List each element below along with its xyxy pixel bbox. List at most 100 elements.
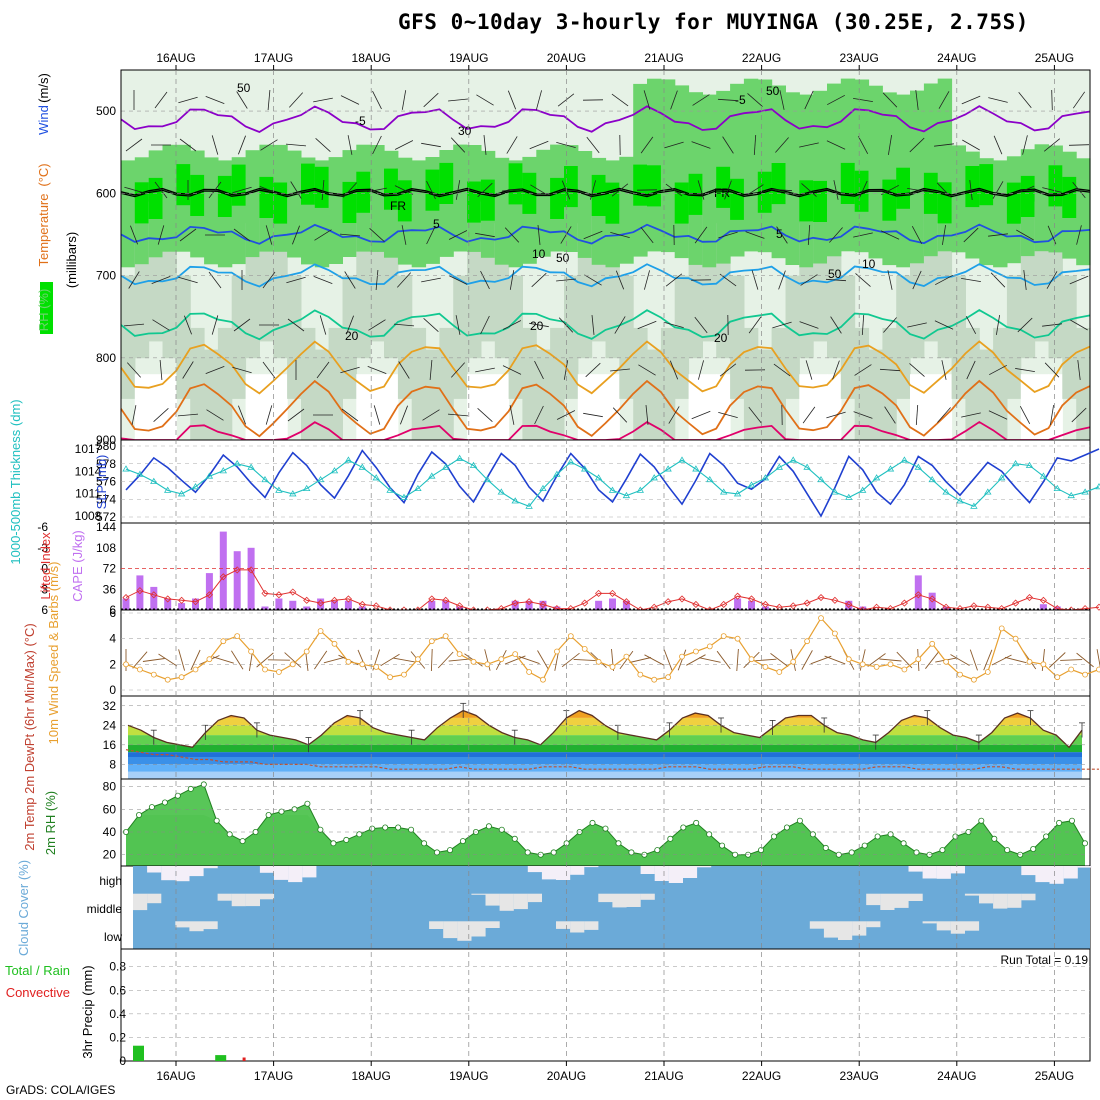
wind-barb <box>826 411 846 419</box>
top-date-label: 20AUG <box>547 51 586 65</box>
rh-marker <box>524 849 531 856</box>
wind-barb <box>719 363 737 377</box>
rh-band-moist <box>121 160 136 268</box>
cloud-gap <box>1035 866 1050 883</box>
wind-barb <box>833 180 839 200</box>
wind-barb <box>426 225 436 245</box>
upper-air-axis-label: (°C) <box>36 163 51 186</box>
rh-dry-cell <box>162 374 177 440</box>
wind-speed-marker <box>776 669 783 675</box>
cloud-gap <box>598 893 613 903</box>
rh-band-mid <box>301 327 316 440</box>
lifted-index-marker <box>1025 593 1034 602</box>
wind-speed-marker <box>887 661 894 668</box>
pressure-tick-label: 700 <box>96 269 116 283</box>
rh-marker <box>991 835 998 842</box>
cape-bar <box>622 600 630 610</box>
thickness-marker <box>678 456 686 463</box>
lifted-index-marker <box>191 598 200 606</box>
lifted-index-marker <box>692 600 700 609</box>
wind-barb <box>238 135 246 155</box>
wind-barb <box>804 90 814 110</box>
wind-barb <box>1019 406 1031 424</box>
rh-band-mid <box>951 275 966 399</box>
rh-band-moist <box>743 78 759 252</box>
surface-wind-barb <box>629 657 652 663</box>
rh-marker <box>978 817 985 824</box>
surface-wind-barb <box>991 654 1012 666</box>
wind-barb <box>423 318 439 332</box>
rh-marker <box>732 851 739 858</box>
wind-barb <box>205 366 225 374</box>
rh-dry-cell <box>480 374 496 440</box>
rh-dry-cell <box>605 374 620 440</box>
wind-barb <box>287 318 305 332</box>
thickness-marker <box>414 484 422 492</box>
cape-tick-label: 72 <box>103 562 117 576</box>
wind-speed-marker <box>581 646 588 652</box>
surface-wind-barb <box>178 649 186 671</box>
top-date-label: 16AUG <box>156 51 195 65</box>
temp-color-band <box>128 735 1082 745</box>
wind-barb <box>1015 368 1035 372</box>
lifted-index-marker <box>1095 603 1100 611</box>
thickness-marker <box>580 465 589 472</box>
rh-marker <box>161 799 168 806</box>
pressure-tick-label: 800 <box>96 351 116 365</box>
surface-wind-barb <box>1060 659 1083 661</box>
temp-tick-label: 24 <box>103 718 117 732</box>
wind-barb <box>341 408 359 422</box>
thickness-marker <box>525 502 533 509</box>
rh-band-saturated <box>508 163 523 205</box>
lifted-index-marker <box>219 573 227 581</box>
wind-barb <box>665 183 683 197</box>
wind-barb <box>421 277 441 283</box>
cloud-row-label: low <box>104 930 122 944</box>
wind-speed-marker <box>984 669 991 675</box>
wind-speed-marker <box>484 661 491 668</box>
cape-bar <box>539 600 547 610</box>
bottom-date-label: 22AUG <box>742 1069 781 1083</box>
cape-bar <box>303 606 311 610</box>
rh-marker <box>459 838 466 845</box>
wind-barb <box>805 360 813 380</box>
rh-marker <box>1030 846 1037 853</box>
wind-tick-label: 0 <box>109 683 116 697</box>
top-date-label: 24AUG <box>937 51 976 65</box>
thickness-marker <box>567 458 575 465</box>
thickness-marker <box>692 465 700 472</box>
wind-barb <box>563 360 569 380</box>
wind-barb <box>509 270 515 290</box>
wind-speed-marker <box>442 633 449 639</box>
temp-color-band <box>128 757 1082 765</box>
wind-barb <box>480 315 490 335</box>
wind-barb <box>394 140 414 150</box>
cloud-gap <box>697 866 712 868</box>
rh-band-saturated <box>480 179 496 221</box>
thickness-marker <box>775 463 784 470</box>
wind-barb <box>857 136 869 154</box>
wind-barb <box>801 183 817 197</box>
thickness-line <box>125 457 1100 507</box>
cloud-gap <box>259 866 275 873</box>
thickness-marker <box>803 463 811 470</box>
cloud-gap <box>908 893 923 901</box>
wind-barb <box>397 272 411 288</box>
cloud-axis-label: Cloud Cover (%) <box>16 860 31 956</box>
wind-barb <box>426 180 436 200</box>
wind-barb <box>829 227 843 243</box>
wind-barb <box>615 270 625 290</box>
lifted-index-marker <box>247 566 255 574</box>
rh-band-saturated <box>674 182 690 224</box>
wind-barb <box>127 362 141 378</box>
wind-barb <box>915 90 919 110</box>
thickness-marker <box>817 475 825 483</box>
wind-barb <box>319 315 327 335</box>
wind-axis-label: 10m Wind Speed & Barbs (m/s) <box>46 562 61 745</box>
temp-contour-10 <box>120 263 1091 288</box>
lifted-index-marker <box>803 599 811 607</box>
rh-dry-cell <box>688 374 703 440</box>
wind-barb <box>934 320 954 330</box>
rh-band-mid <box>550 327 565 440</box>
surface-wind-barb <box>256 652 274 668</box>
